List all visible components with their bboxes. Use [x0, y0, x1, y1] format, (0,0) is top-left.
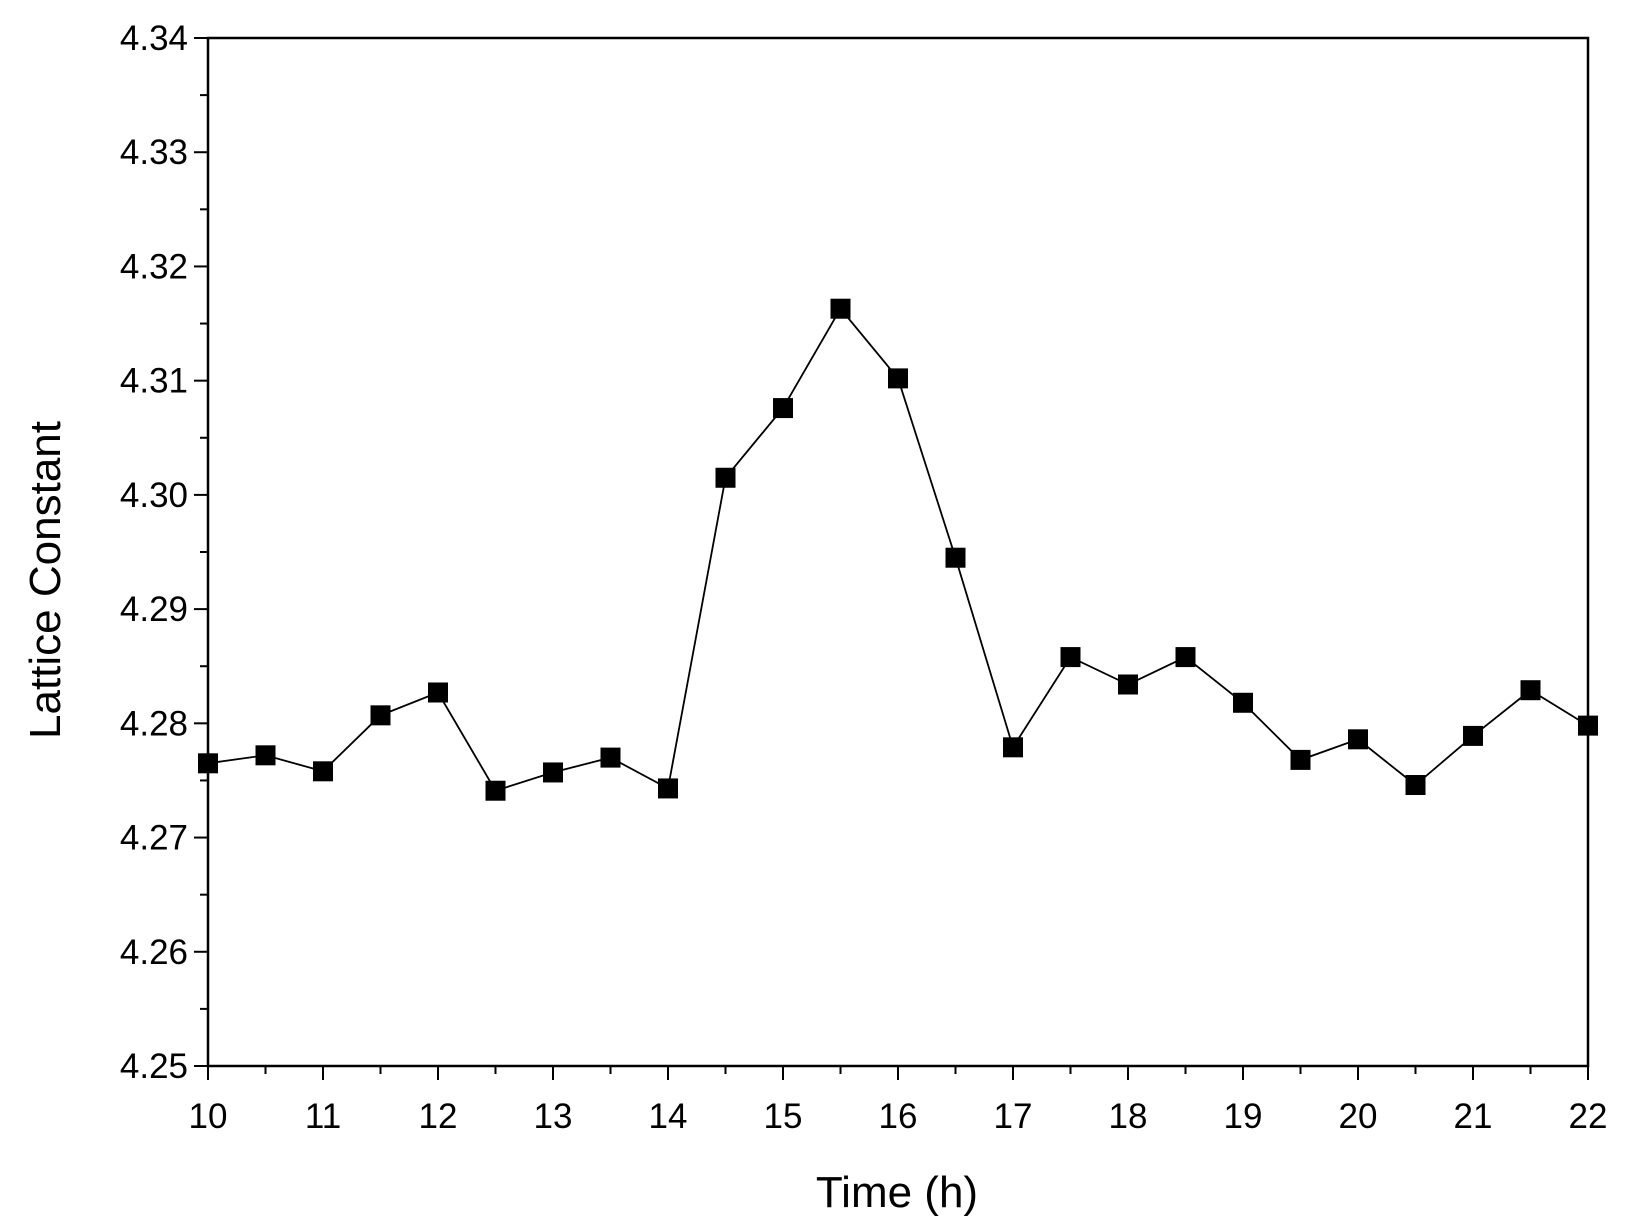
data-point-marker [715, 467, 736, 488]
y-tick-label: 4.29 [120, 590, 188, 629]
data-point-marker [485, 780, 506, 801]
x-tick-label: 14 [649, 1097, 688, 1136]
data-point-marker [830, 298, 851, 319]
y-axis-title: Lattice Constant [21, 421, 70, 739]
data-point-marker [1290, 749, 1311, 770]
x-tick-label: 22 [1569, 1097, 1608, 1136]
data-point-marker [1578, 715, 1598, 736]
x-tick-label: 13 [534, 1097, 573, 1136]
x-tick-label: 20 [1339, 1097, 1378, 1136]
y-tick-label: 4.33 [120, 133, 188, 172]
y-tick-label: 4.25 [120, 1047, 188, 1086]
x-tick-label: 17 [994, 1097, 1033, 1136]
y-tick-label: 4.31 [120, 362, 188, 401]
data-point-marker [1348, 729, 1368, 750]
data-point-marker [888, 368, 908, 389]
data-point-marker [428, 682, 448, 703]
y-tick-label: 4.34 [120, 19, 188, 58]
x-tick-label: 18 [1109, 1097, 1148, 1136]
x-axis-title: Time (h) [816, 1168, 978, 1217]
data-point-marker [1520, 680, 1541, 701]
y-tick-label: 4.32 [120, 247, 188, 286]
y-tick-label: 4.27 [120, 819, 188, 858]
x-tick-label: 19 [1224, 1097, 1263, 1136]
x-tick-label: 16 [879, 1097, 918, 1136]
x-tick-label: 15 [764, 1097, 803, 1136]
x-tick-label: 10 [189, 1097, 228, 1136]
data-point-marker [600, 747, 621, 768]
axes: 10 11 12 13 14 15 16 17 18 19 20 21 22 4.25 4.26 4.27 4.… [120, 19, 1608, 1136]
y-tick-label: 4.30 [120, 476, 188, 515]
data-point-marker [658, 778, 678, 799]
y-tick-label: 4.26 [120, 933, 188, 972]
data-point-marker [255, 745, 276, 766]
data-point-marker [313, 761, 333, 782]
data-point-marker [1003, 737, 1023, 758]
data-point-marker [1463, 725, 1483, 746]
plot-frame [206, 36, 1590, 1068]
data-point-marker [945, 547, 966, 568]
data-point-marker [198, 753, 218, 774]
x-tick-label: 21 [1454, 1097, 1493, 1136]
y-tick-label: 4.28 [120, 704, 188, 743]
data-point-marker [1060, 647, 1081, 668]
data-point-marker [1405, 775, 1426, 796]
data-point-marker [543, 762, 563, 783]
data-point-marker [1118, 674, 1138, 695]
data-point-marker [370, 705, 391, 726]
x-tick-label: 12 [419, 1097, 458, 1136]
data-point-marker [1233, 692, 1253, 713]
data-point-marker [773, 398, 793, 419]
data-point-marker [1175, 647, 1196, 668]
x-tick-label: 11 [305, 1097, 341, 1136]
data-series [198, 298, 1598, 801]
